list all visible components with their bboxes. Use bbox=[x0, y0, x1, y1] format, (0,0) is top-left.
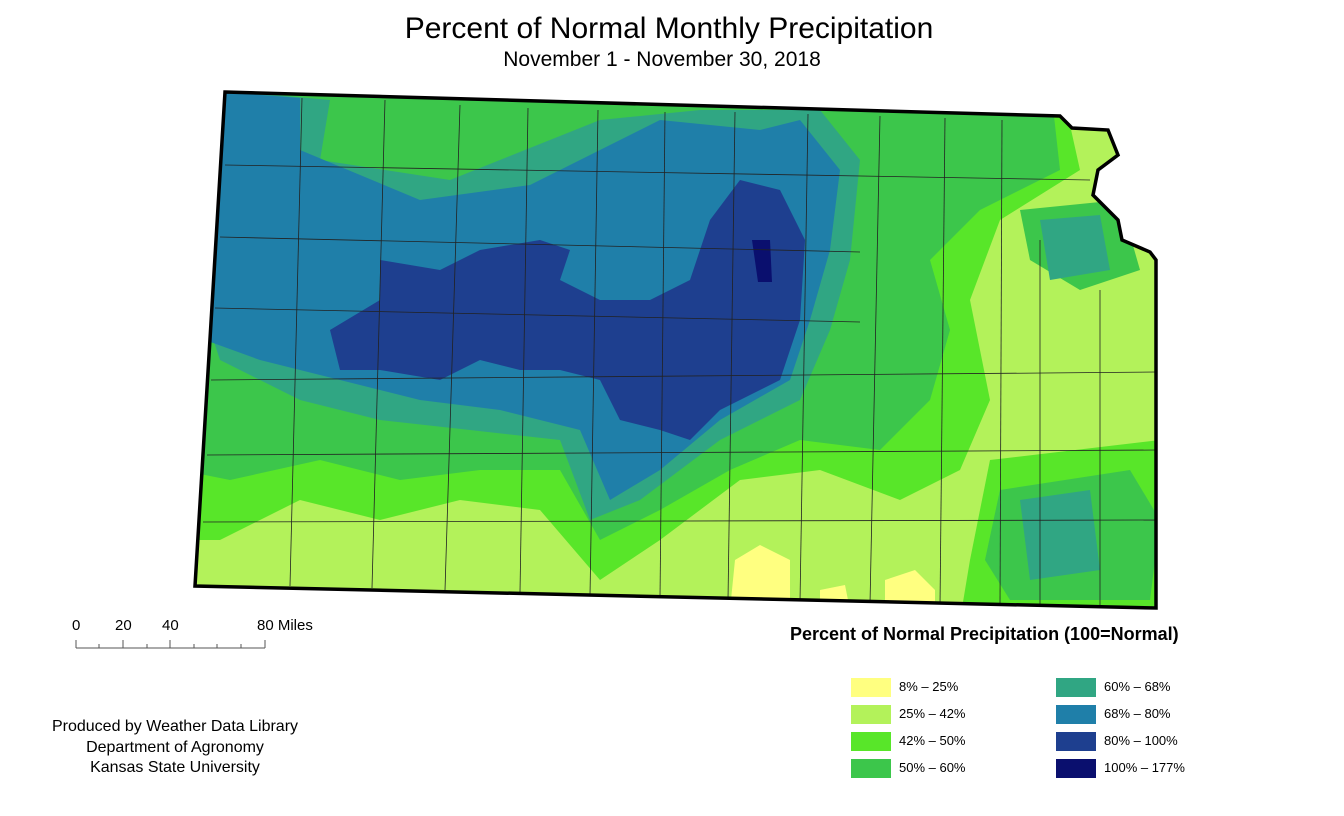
legend-swatch bbox=[851, 759, 891, 778]
map-title: Percent of Normal Monthly Precipitation bbox=[404, 12, 934, 45]
scale-label-0: 0 bbox=[72, 617, 81, 634]
legend-label: 68% – 80% bbox=[1104, 706, 1171, 721]
legend-swatch bbox=[1056, 759, 1096, 778]
legend-label: 50% – 60% bbox=[899, 760, 966, 775]
credit-line: Department of Agronomy bbox=[86, 738, 264, 756]
kansas-state-outline bbox=[193, 90, 1158, 610]
legend-label: 60% – 68% bbox=[1104, 679, 1171, 694]
legend-label: 80% – 100% bbox=[1104, 733, 1178, 748]
legend-title: Percent of Normal Precipitation (100=Nor… bbox=[790, 624, 1179, 644]
legend-label: 42% – 50% bbox=[899, 733, 966, 748]
credit-line: Produced by Weather Data Library bbox=[51, 718, 299, 735]
legend-swatch bbox=[851, 678, 891, 697]
precip-shading bbox=[195, 92, 1156, 608]
legend-swatch bbox=[851, 732, 891, 751]
map-subtitle: November 1 - November 30, 2018 bbox=[503, 48, 821, 71]
legend-swatch bbox=[1056, 678, 1096, 697]
scale-bar bbox=[75, 640, 266, 649]
legend-label: 8% – 25% bbox=[899, 679, 959, 694]
legend-label: 100% – 177% bbox=[1104, 760, 1185, 775]
legend-swatch bbox=[1056, 732, 1096, 751]
county-boundaries bbox=[202, 97, 1156, 607]
legend-swatch bbox=[1056, 705, 1096, 724]
legend-swatch bbox=[851, 705, 891, 724]
scale-label-40: 40 bbox=[162, 617, 179, 634]
scale-label-20: 20 bbox=[115, 617, 132, 634]
scale-label-80-miles: 80 Miles bbox=[257, 617, 313, 634]
credits: Produced by Weather Data Library Departm… bbox=[20, 717, 330, 779]
credit-line: Kansas State University bbox=[90, 759, 260, 776]
legend-label: 25% – 42% bbox=[899, 706, 966, 721]
